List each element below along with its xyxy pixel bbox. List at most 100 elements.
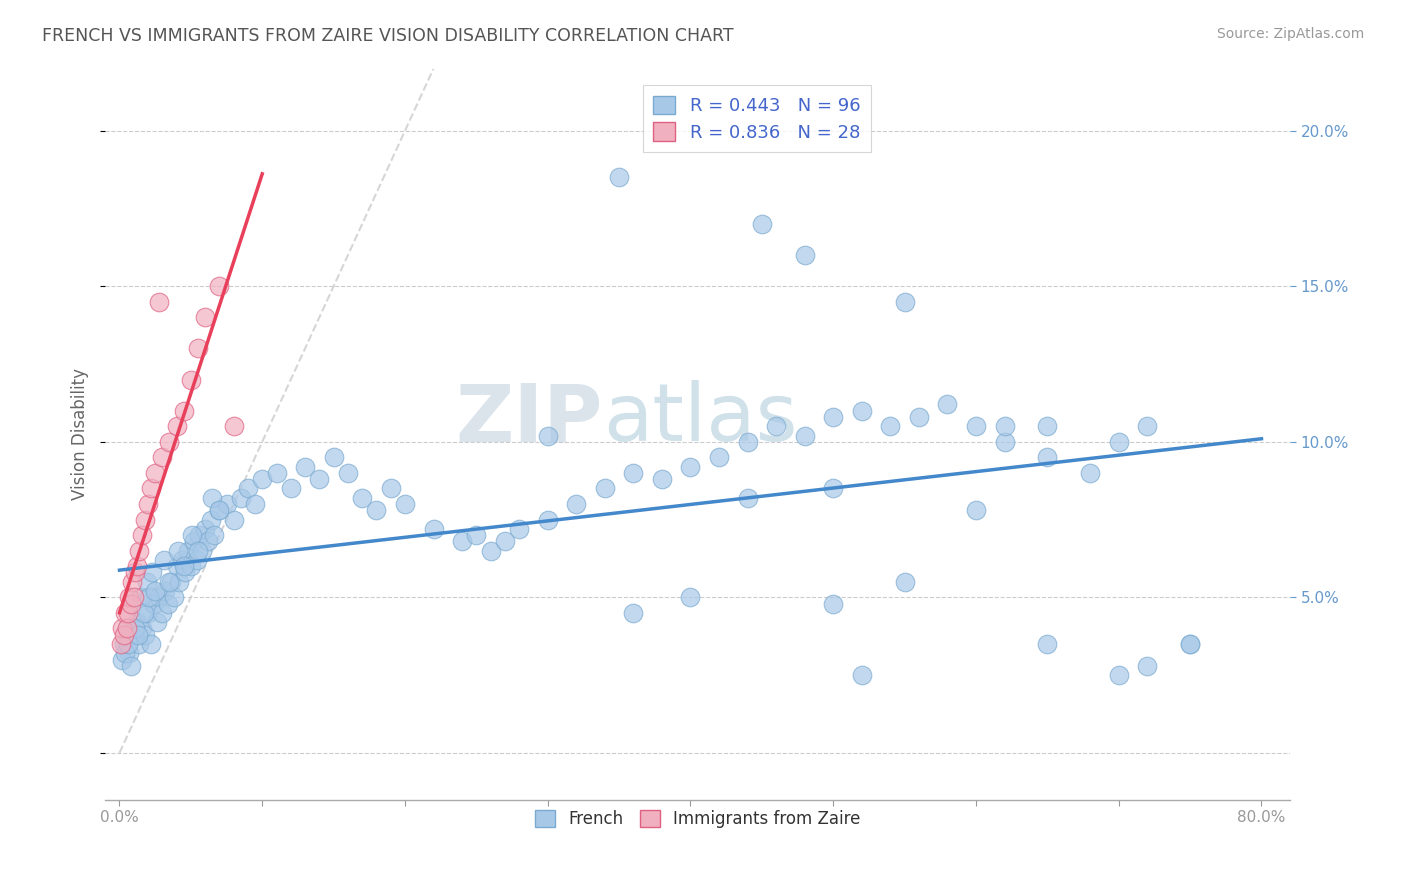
- Point: [136, 606, 159, 620]
- Point: [118, 591, 141, 605]
- Point: [181, 528, 204, 542]
- Point: [191, 543, 214, 558]
- Point: [122, 628, 145, 642]
- Legend: French, Immigrants from Zaire: French, Immigrants from Zaire: [529, 804, 868, 835]
- Point: [187, 342, 209, 356]
- Point: [451, 534, 474, 549]
- Point: [336, 466, 359, 480]
- Point: [111, 622, 134, 636]
- Point: [908, 409, 931, 424]
- Point: [177, 543, 200, 558]
- Point: [143, 466, 166, 480]
- Point: [174, 566, 197, 580]
- Point: [793, 428, 815, 442]
- Point: [965, 419, 987, 434]
- Point: [124, 622, 146, 636]
- Point: [139, 637, 162, 651]
- Point: [851, 403, 873, 417]
- Point: [208, 503, 231, 517]
- Point: [114, 646, 136, 660]
- Point: [197, 534, 219, 549]
- Point: [128, 543, 150, 558]
- Point: [139, 482, 162, 496]
- Point: [1108, 668, 1130, 682]
- Point: [266, 466, 288, 480]
- Point: [993, 419, 1015, 434]
- Point: [893, 574, 915, 589]
- Point: [208, 279, 231, 293]
- Point: [679, 591, 702, 605]
- Point: [465, 528, 488, 542]
- Point: [173, 403, 195, 417]
- Point: [194, 310, 217, 325]
- Point: [169, 574, 191, 589]
- Point: [1178, 637, 1201, 651]
- Point: [621, 466, 644, 480]
- Point: [160, 574, 183, 589]
- Point: [142, 597, 165, 611]
- Point: [1178, 637, 1201, 651]
- Point: [202, 528, 225, 542]
- Point: [183, 534, 205, 549]
- Point: [117, 606, 139, 620]
- Point: [1036, 419, 1059, 434]
- Point: [172, 553, 194, 567]
- Point: [111, 652, 134, 666]
- Point: [145, 615, 167, 630]
- Point: [148, 591, 170, 605]
- Point: [114, 606, 136, 620]
- Point: [127, 628, 149, 642]
- Point: [150, 450, 173, 465]
- Point: [159, 434, 181, 449]
- Point: [707, 450, 730, 465]
- Point: [180, 373, 202, 387]
- Point: [150, 606, 173, 620]
- Point: [751, 217, 773, 231]
- Point: [229, 491, 252, 505]
- Point: [134, 512, 156, 526]
- Point: [112, 628, 135, 642]
- Point: [200, 512, 222, 526]
- Point: [173, 559, 195, 574]
- Point: [159, 574, 181, 589]
- Text: atlas: atlas: [603, 380, 797, 458]
- Point: [166, 559, 188, 574]
- Point: [222, 419, 245, 434]
- Point: [479, 543, 502, 558]
- Point: [125, 559, 148, 574]
- Point: [186, 553, 208, 567]
- Point: [138, 591, 160, 605]
- Point: [1108, 434, 1130, 449]
- Point: [621, 606, 644, 620]
- Point: [143, 584, 166, 599]
- Point: [893, 294, 915, 309]
- Point: [1036, 450, 1059, 465]
- Point: [134, 628, 156, 642]
- Point: [823, 409, 845, 424]
- Point: [148, 294, 170, 309]
- Point: [236, 482, 259, 496]
- Point: [157, 597, 180, 611]
- Point: [1136, 419, 1159, 434]
- Text: Source: ZipAtlas.com: Source: ZipAtlas.com: [1216, 27, 1364, 41]
- Point: [537, 428, 560, 442]
- Point: [112, 637, 135, 651]
- Point: [121, 574, 143, 589]
- Point: [122, 591, 145, 605]
- Point: [422, 522, 444, 536]
- Point: [131, 622, 153, 636]
- Text: FRENCH VS IMMIGRANTS FROM ZAIRE VISION DISABILITY CORRELATION CHART: FRENCH VS IMMIGRANTS FROM ZAIRE VISION D…: [42, 27, 734, 45]
- Point: [117, 637, 139, 651]
- Point: [201, 491, 224, 505]
- Point: [124, 566, 146, 580]
- Point: [128, 637, 150, 651]
- Point: [793, 248, 815, 262]
- Point: [936, 397, 959, 411]
- Point: [180, 559, 202, 574]
- Point: [366, 503, 388, 517]
- Point: [1078, 466, 1101, 480]
- Point: [132, 606, 155, 620]
- Point: [765, 419, 787, 434]
- Point: [593, 482, 616, 496]
- Point: [737, 434, 759, 449]
